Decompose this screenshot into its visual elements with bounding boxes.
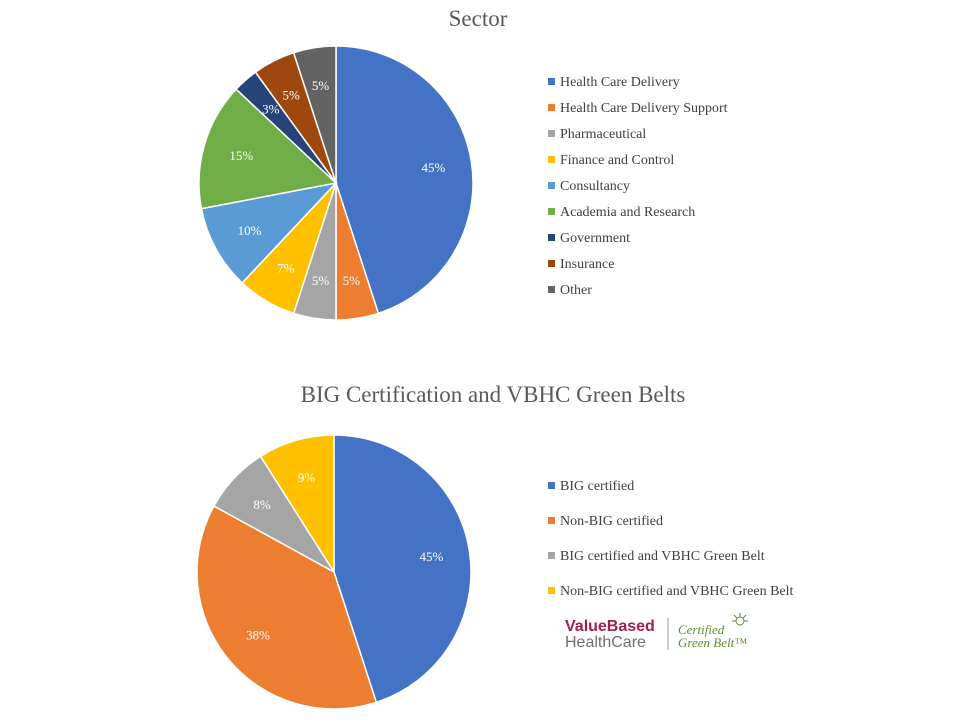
legend-label: Non-BIG certified <box>560 514 663 529</box>
legend-swatch <box>548 208 555 215</box>
legend-label: Government <box>560 231 630 246</box>
legend-swatch <box>548 587 555 594</box>
sector-legend: Health Care Delivery Health Care Delivery… <box>548 75 728 298</box>
certification-chart-title: BIG Certification and VBHC Green Belts <box>301 382 686 407</box>
slice-label: 3% <box>262 102 280 117</box>
legend-swatch <box>548 234 555 241</box>
slice-label: 9% <box>298 470 316 485</box>
slice-label: 5% <box>343 273 361 288</box>
legend-label: Insurance <box>560 257 614 272</box>
certification-legend: BIG certified Non-BIG certified BIG certif… <box>548 479 794 599</box>
slice-label: 45% <box>422 160 446 175</box>
legend-swatch <box>548 156 555 163</box>
legend-swatch <box>548 517 555 524</box>
slice-label: 10% <box>238 223 262 238</box>
logo-badge-line1: Certified <box>678 622 725 637</box>
legend-swatch <box>548 182 555 189</box>
logo-line1: ValueBased <box>565 618 655 635</box>
legend-swatch <box>548 78 555 85</box>
legend-swatch <box>548 482 555 489</box>
pie-slice <box>333 434 472 704</box>
sector-chart-title: Sector <box>449 6 508 31</box>
legend-swatch <box>548 552 555 559</box>
legend-label: BIG certified <box>560 479 634 494</box>
legend-swatch <box>548 260 555 267</box>
pie-slice <box>292 45 337 184</box>
logo-line2: HealthCare <box>565 634 646 651</box>
sector-pie: 45%5%5%7%10%15%3%5%5% <box>198 45 474 321</box>
legend-label: Non-BIG certified and VBHC Green Belt <box>560 584 794 599</box>
slice-label: 5% <box>312 78 330 93</box>
certification-pie: 45% 38% 8% 9% <box>196 434 472 710</box>
legend-label: Health Care Delivery Support <box>560 101 728 116</box>
slice-label: 8% <box>253 497 271 512</box>
legend-swatch <box>548 286 555 293</box>
legend-label: Pharmaceutical <box>560 127 646 142</box>
logo-badge-line2: Green Belt™ <box>678 635 747 650</box>
legend-label: BIG certified and VBHC Green Belt <box>560 549 765 564</box>
slice-label: 38% <box>246 627 270 642</box>
legend-swatch <box>548 130 555 137</box>
vbhc-logo: ValueBased HealthCare Certified Green Be… <box>565 613 748 651</box>
legend-label: Health Care Delivery <box>560 75 680 90</box>
pie-slice <box>196 504 378 710</box>
pie-slice <box>259 434 335 575</box>
slice-label: 5% <box>312 273 330 288</box>
dandelion-icon <box>732 613 748 626</box>
slice-label: 45% <box>420 549 444 564</box>
legend-label: Consultancy <box>560 179 630 194</box>
slice-label: 5% <box>283 88 301 103</box>
legend-swatch <box>548 104 555 111</box>
legend-label: Academia and Research <box>560 205 695 220</box>
slice-label: 15% <box>229 148 253 163</box>
pie-slice <box>200 181 339 284</box>
legend-label: Finance and Control <box>560 153 674 168</box>
legend-label: Other <box>560 283 592 298</box>
slice-label: 7% <box>277 260 295 275</box>
pie-slice <box>335 45 474 315</box>
pie-slice <box>198 88 338 210</box>
